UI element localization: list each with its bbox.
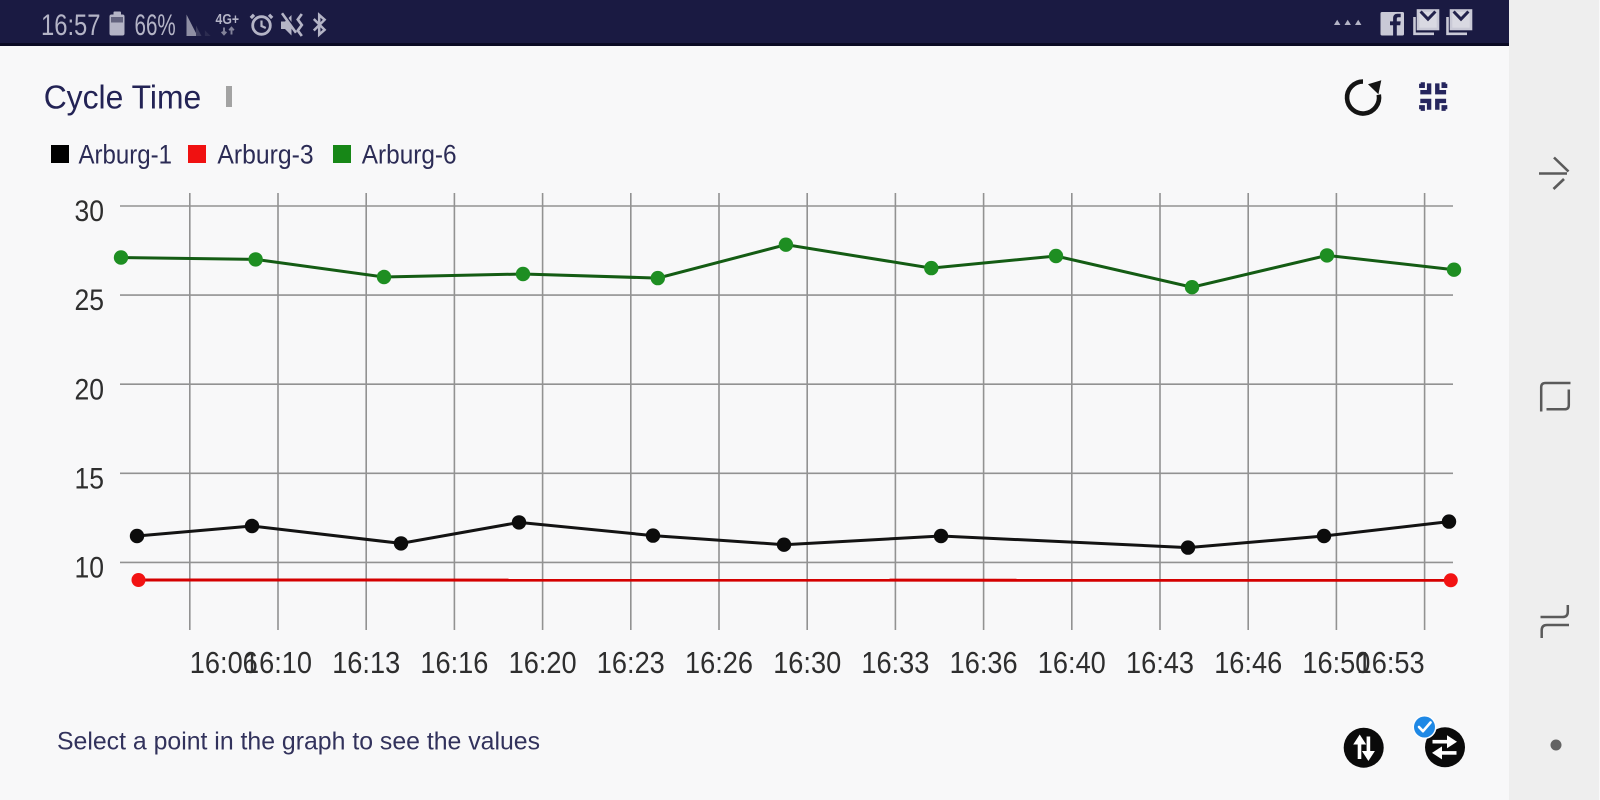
svg-text:Arburg-3: Arburg-3 xyxy=(217,140,313,170)
svg-text:16:53: 16:53 xyxy=(1357,645,1425,680)
svg-text:Select a point in the graph to: Select a point in the graph to see the v… xyxy=(57,728,540,756)
svg-text:16:20: 16:20 xyxy=(509,645,577,680)
svg-text:20: 20 xyxy=(75,373,105,406)
svg-text:16:30: 16:30 xyxy=(773,645,841,680)
svg-text:Arburg-1: Arburg-1 xyxy=(79,140,173,170)
svg-text:16:23: 16:23 xyxy=(597,645,665,680)
svg-text:15: 15 xyxy=(75,462,105,495)
svg-text:66%: 66% xyxy=(135,9,176,42)
svg-text:25: 25 xyxy=(75,284,105,317)
svg-text:16:50: 16:50 xyxy=(1302,645,1370,680)
svg-text:16:13: 16:13 xyxy=(332,645,400,680)
svg-text:Arburg-6: Arburg-6 xyxy=(362,140,457,170)
svg-text:16:40: 16:40 xyxy=(1038,645,1106,680)
svg-text:4G+: 4G+ xyxy=(216,12,240,28)
svg-text:16:06: 16:06 xyxy=(190,645,258,680)
svg-text:Cycle Time: Cycle Time xyxy=(44,80,202,117)
svg-text:16:46: 16:46 xyxy=(1214,645,1282,680)
svg-text:16:10: 16:10 xyxy=(244,645,312,680)
svg-text:16:16: 16:16 xyxy=(420,645,488,680)
svg-text:16:33: 16:33 xyxy=(861,645,929,680)
svg-text:10: 10 xyxy=(75,552,105,585)
svg-text:16:36: 16:36 xyxy=(950,645,1018,680)
svg-text:16:57: 16:57 xyxy=(41,9,101,42)
svg-text:16:26: 16:26 xyxy=(685,645,753,680)
svg-text:16:43: 16:43 xyxy=(1126,645,1194,680)
svg-text:30: 30 xyxy=(75,195,105,228)
